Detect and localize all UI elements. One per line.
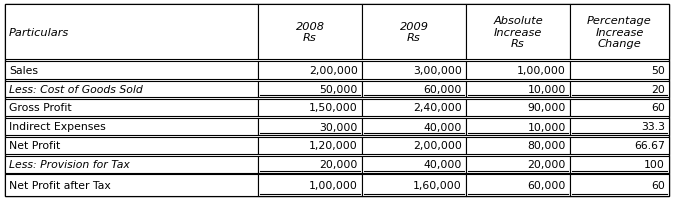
Bar	[362, 5, 466, 60]
Bar	[5, 82, 258, 98]
Bar	[362, 82, 466, 98]
Bar	[258, 62, 362, 80]
Bar	[466, 62, 570, 80]
Bar	[5, 100, 258, 116]
Text: 1,00,000: 1,00,000	[517, 66, 566, 76]
Text: Gross Profit: Gross Profit	[9, 103, 71, 113]
Text: 2,00,000: 2,00,000	[309, 66, 358, 76]
Bar	[258, 137, 362, 154]
Text: 2,40,000: 2,40,000	[413, 103, 462, 113]
Bar	[5, 174, 258, 196]
Bar	[362, 62, 466, 80]
Text: 60,000: 60,000	[424, 85, 462, 95]
Bar	[5, 118, 258, 135]
Text: 30,000: 30,000	[319, 122, 358, 132]
Bar	[466, 100, 570, 116]
Text: 2,00,000: 2,00,000	[413, 141, 462, 151]
Text: 1,20,000: 1,20,000	[309, 141, 358, 151]
Bar	[258, 100, 362, 116]
Text: 10,000: 10,000	[528, 122, 566, 132]
Text: 20,000: 20,000	[319, 160, 358, 170]
Bar	[258, 174, 362, 196]
Bar	[570, 118, 669, 135]
Bar	[466, 174, 570, 196]
Bar	[362, 137, 466, 154]
Text: Particulars: Particulars	[9, 27, 69, 37]
Text: 90,000: 90,000	[528, 103, 566, 113]
Bar	[466, 118, 570, 135]
Text: 80,000: 80,000	[528, 141, 566, 151]
Bar	[466, 156, 570, 173]
Bar	[570, 137, 669, 154]
Bar	[362, 118, 466, 135]
Bar	[362, 100, 466, 116]
Text: 60: 60	[651, 180, 665, 190]
Bar	[362, 156, 466, 173]
Bar	[570, 5, 669, 60]
Bar	[466, 137, 570, 154]
Bar	[570, 174, 669, 196]
Bar	[570, 100, 669, 116]
Text: 10,000: 10,000	[528, 85, 566, 95]
Bar	[5, 62, 258, 80]
Bar	[466, 5, 570, 60]
Bar	[570, 156, 669, 173]
Bar	[570, 62, 669, 80]
Bar	[258, 118, 362, 135]
Bar	[362, 174, 466, 196]
Text: Percentage
Increase
Change: Percentage Increase Change	[587, 16, 652, 49]
Text: Less: Provision for Tax: Less: Provision for Tax	[9, 160, 130, 170]
Text: 1,50,000: 1,50,000	[309, 103, 358, 113]
Text: 50: 50	[651, 66, 665, 76]
Text: Sales: Sales	[9, 66, 38, 76]
Bar	[258, 156, 362, 173]
Bar	[5, 156, 258, 173]
Text: 33.3: 33.3	[641, 122, 665, 132]
Text: 66.67: 66.67	[634, 141, 665, 151]
Text: 100: 100	[644, 160, 665, 170]
Text: 2008
Rs: 2008 Rs	[295, 22, 324, 43]
Bar	[570, 82, 669, 98]
Text: 1,00,000: 1,00,000	[309, 180, 358, 190]
Text: Less: Cost of Goods Sold: Less: Cost of Goods Sold	[9, 85, 143, 95]
Text: Net Profit: Net Profit	[9, 141, 60, 151]
Text: 50,000: 50,000	[319, 85, 358, 95]
Bar	[5, 137, 258, 154]
Text: 40,000: 40,000	[424, 160, 462, 170]
Text: 20,000: 20,000	[528, 160, 566, 170]
Bar	[5, 5, 258, 60]
Text: 60: 60	[651, 103, 665, 113]
Bar	[466, 82, 570, 98]
Text: Absolute
Increase
Rs: Absolute Increase Rs	[493, 16, 543, 49]
Text: 20: 20	[651, 85, 665, 95]
Bar	[258, 5, 362, 60]
Text: 60,000: 60,000	[528, 180, 566, 190]
Text: 3,00,000: 3,00,000	[413, 66, 462, 76]
Text: 1,60,000: 1,60,000	[413, 180, 462, 190]
Bar	[258, 82, 362, 98]
Text: Net Profit after Tax: Net Profit after Tax	[9, 180, 111, 190]
Text: 2009
Rs: 2009 Rs	[400, 22, 429, 43]
Text: 40,000: 40,000	[424, 122, 462, 132]
Text: Indirect Expenses: Indirect Expenses	[9, 122, 106, 132]
